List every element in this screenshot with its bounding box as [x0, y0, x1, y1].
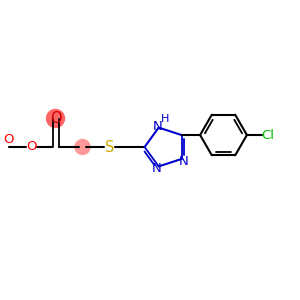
Circle shape [46, 110, 64, 128]
Text: Cl: Cl [261, 128, 274, 142]
Text: N: N [179, 155, 189, 168]
Text: N: N [152, 120, 162, 133]
Circle shape [75, 140, 90, 154]
Text: S: S [105, 140, 114, 154]
Text: O: O [3, 133, 14, 146]
Text: O: O [50, 111, 61, 126]
Text: H: H [161, 114, 170, 124]
Text: O: O [26, 140, 37, 154]
Text: N: N [152, 162, 161, 175]
